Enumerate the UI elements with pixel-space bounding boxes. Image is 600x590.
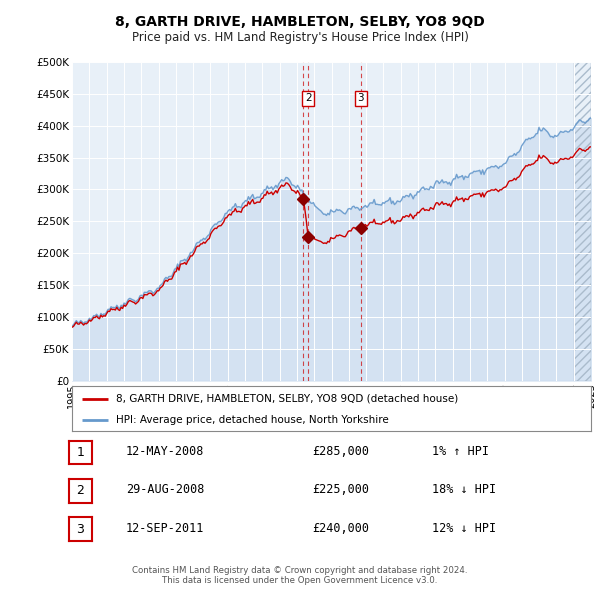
Text: Contains HM Land Registry data © Crown copyright and database right 2024.
This d: Contains HM Land Registry data © Crown c… — [132, 566, 468, 585]
Text: £240,000: £240,000 — [312, 522, 369, 535]
Text: 8, GARTH DRIVE, HAMBLETON, SELBY, YO8 9QD (detached house): 8, GARTH DRIVE, HAMBLETON, SELBY, YO8 9Q… — [116, 394, 458, 404]
Text: 18% ↓ HPI: 18% ↓ HPI — [432, 483, 496, 496]
Text: 1: 1 — [76, 446, 85, 459]
Text: 12-SEP-2011: 12-SEP-2011 — [126, 522, 205, 535]
Text: £225,000: £225,000 — [312, 483, 369, 496]
Text: 3: 3 — [358, 93, 364, 103]
Text: 1% ↑ HPI: 1% ↑ HPI — [432, 445, 489, 458]
Text: Price paid vs. HM Land Registry's House Price Index (HPI): Price paid vs. HM Land Registry's House … — [131, 31, 469, 44]
Text: 8, GARTH DRIVE, HAMBLETON, SELBY, YO8 9QD: 8, GARTH DRIVE, HAMBLETON, SELBY, YO8 9Q… — [115, 15, 485, 29]
Text: £285,000: £285,000 — [312, 445, 369, 458]
Text: 12% ↓ HPI: 12% ↓ HPI — [432, 522, 496, 535]
Text: HPI: Average price, detached house, North Yorkshire: HPI: Average price, detached house, Nort… — [116, 415, 389, 425]
Text: 2: 2 — [76, 484, 85, 497]
Text: 29-AUG-2008: 29-AUG-2008 — [126, 483, 205, 496]
Text: 2: 2 — [305, 93, 311, 103]
Text: 3: 3 — [76, 523, 85, 536]
Text: 12-MAY-2008: 12-MAY-2008 — [126, 445, 205, 458]
